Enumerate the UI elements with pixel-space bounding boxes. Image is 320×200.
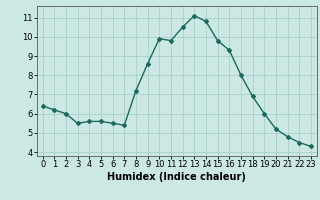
X-axis label: Humidex (Indice chaleur): Humidex (Indice chaleur) (108, 172, 246, 182)
